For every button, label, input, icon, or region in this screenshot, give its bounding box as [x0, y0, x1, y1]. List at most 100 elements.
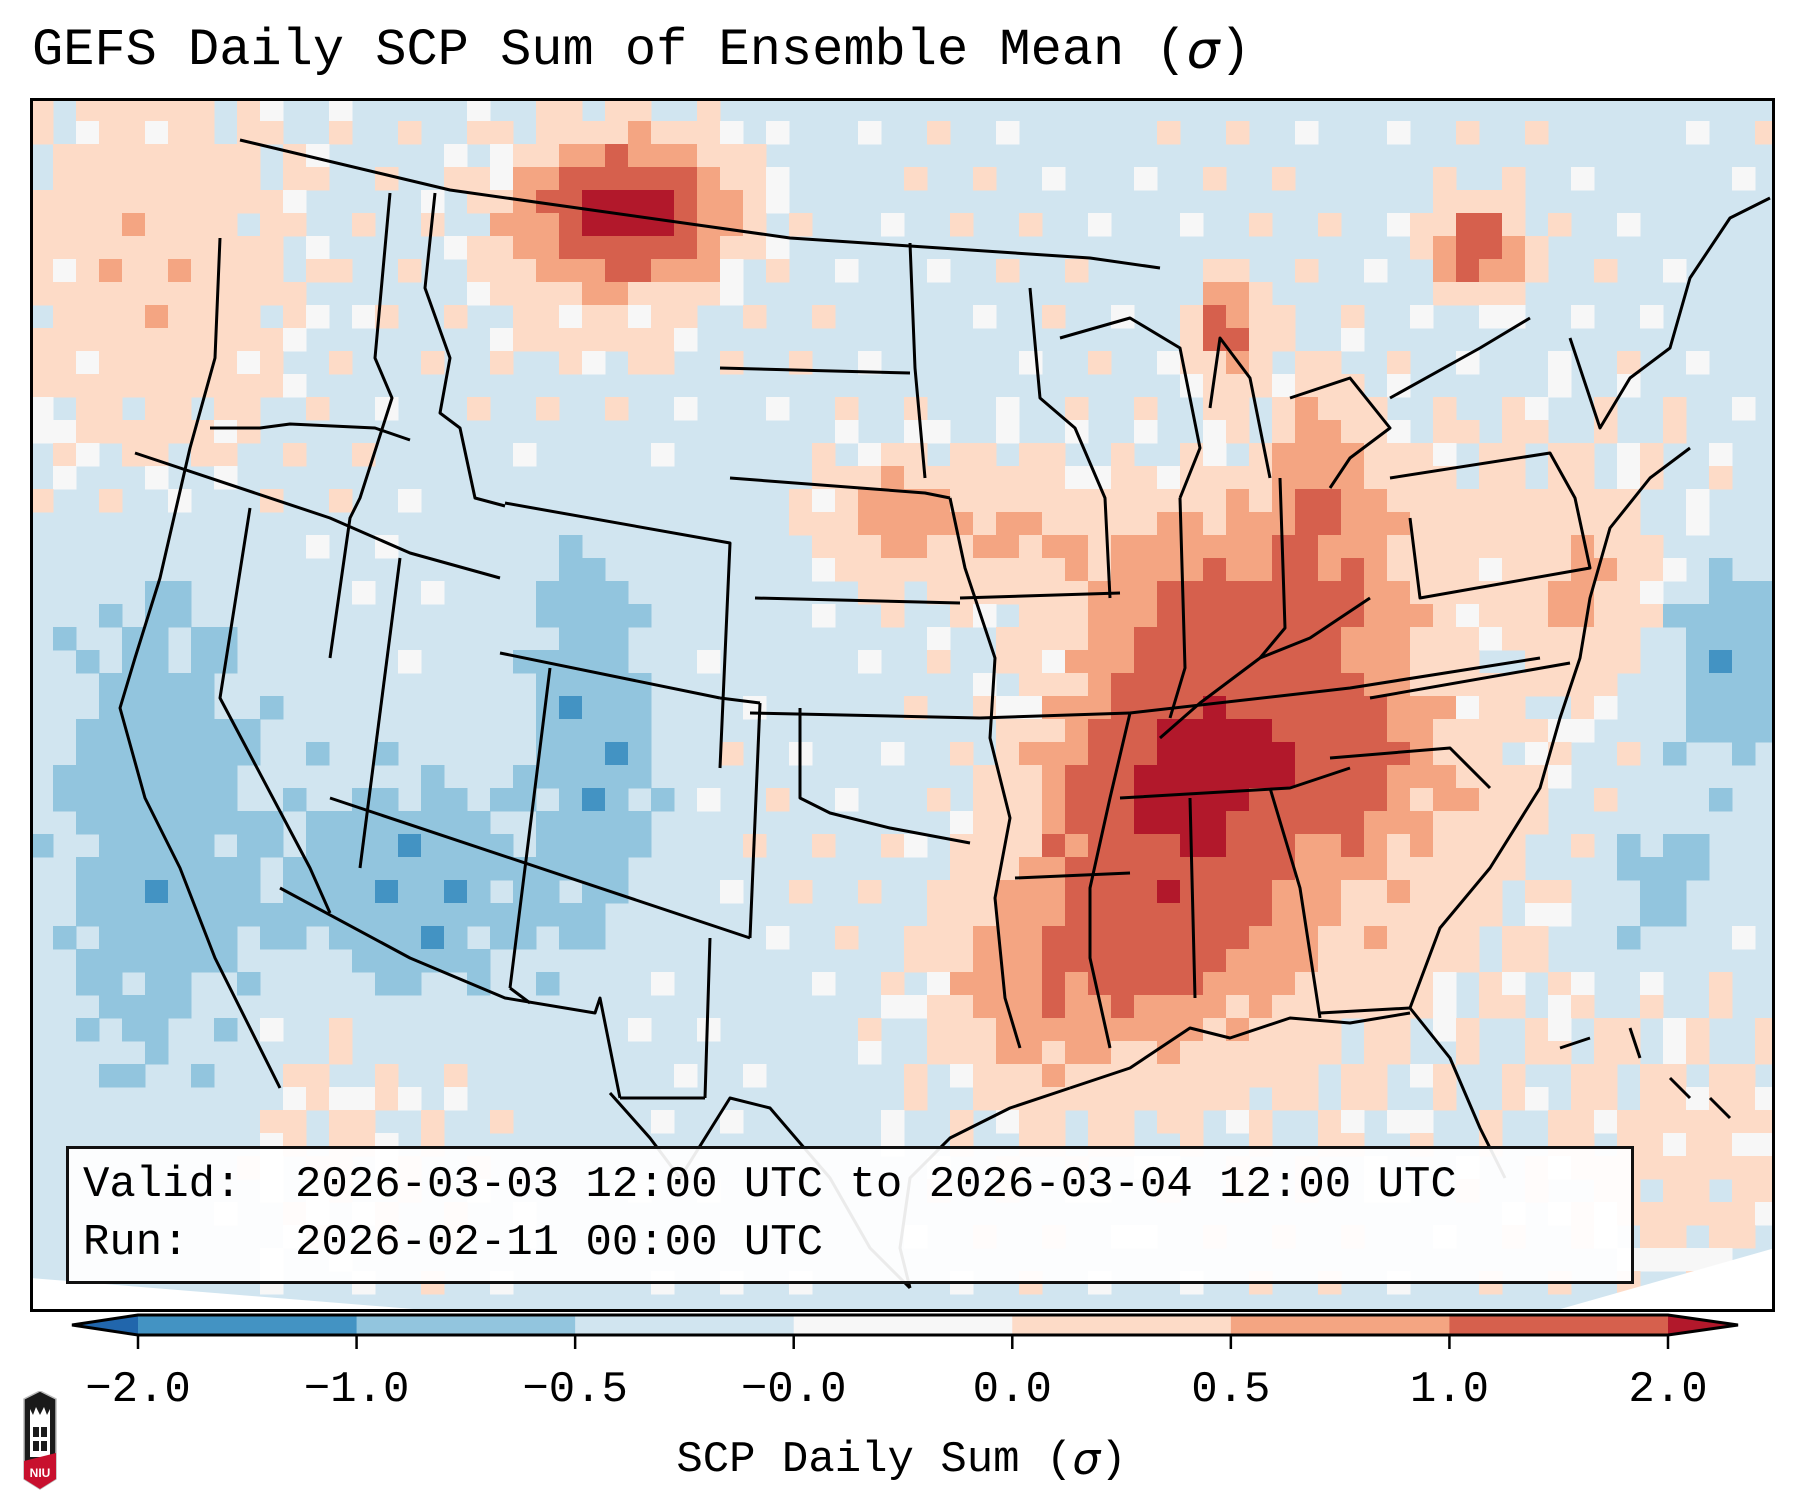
field-cell [1088, 351, 1112, 375]
field-cell [1157, 627, 1181, 651]
field-cell [1111, 880, 1135, 904]
field-cell [1272, 949, 1296, 973]
field-cell [1180, 443, 1204, 467]
field-cell [375, 305, 399, 329]
field-cell [1479, 558, 1503, 582]
field-cell [1249, 1018, 1273, 1042]
field-cell [1387, 696, 1411, 720]
field-cell [1088, 1110, 1112, 1134]
field-cell [1065, 949, 1089, 973]
field-cell [1617, 213, 1641, 237]
field-cell [1732, 1133, 1756, 1157]
field-cell [329, 926, 353, 950]
field-cell [1732, 673, 1756, 697]
colorbar-tick-label: 1.0 [1409, 1365, 1490, 1415]
field-cell [1364, 949, 1388, 973]
field-cell [1640, 581, 1664, 605]
field-cell [1019, 1110, 1043, 1134]
field-cell [1732, 1156, 1756, 1180]
field-cell [1502, 1064, 1526, 1088]
field-cell [1180, 213, 1204, 237]
field-cell [168, 489, 192, 513]
field-cell [904, 926, 928, 950]
field-cell [1157, 650, 1181, 674]
field-cell [1709, 627, 1733, 651]
field-cell [881, 466, 905, 490]
field-cell [1203, 719, 1227, 743]
field-cell [1410, 765, 1434, 789]
field-cell [53, 259, 77, 283]
field-cell [1755, 1179, 1775, 1203]
field-cell [1709, 581, 1733, 605]
field-cell [1111, 650, 1135, 674]
field-cell [76, 949, 100, 973]
field-cell [720, 144, 744, 168]
field-cell [99, 972, 123, 996]
field-cell [1709, 466, 1733, 490]
field-cell [789, 880, 813, 904]
field-cell [1065, 834, 1089, 858]
field-cell [812, 512, 836, 536]
field-cell [467, 834, 491, 858]
field-cell [237, 834, 261, 858]
title-text: GEFS Daily SCP Sum of Ensemble Mean ( [32, 21, 1187, 80]
field-cell [582, 903, 606, 927]
field-cell [168, 765, 192, 789]
field-cell [490, 190, 514, 214]
field-cell [1065, 627, 1089, 651]
field-cell [996, 926, 1020, 950]
field-cell [306, 811, 330, 835]
field-cell [1663, 558, 1687, 582]
field-cell [1065, 650, 1089, 674]
field-cell [1249, 604, 1273, 628]
field-cell [145, 213, 169, 237]
field-cell [881, 742, 905, 766]
field-cell [1111, 512, 1135, 536]
field-cell [214, 788, 238, 812]
field-cell [605, 397, 629, 421]
field-cell [1594, 1110, 1618, 1134]
east-coast [1408, 446, 1691, 1009]
field-cell [697, 144, 721, 168]
field-cell [1364, 903, 1388, 927]
field-cell [1341, 834, 1365, 858]
field-cell [766, 926, 790, 950]
field-cell [858, 1041, 882, 1065]
field-cell [1019, 926, 1043, 950]
colorbar-tick-label: 2.0 [1628, 1365, 1708, 1415]
field-cell [1709, 1133, 1733, 1157]
field-cell [122, 949, 146, 973]
field-cell [1341, 581, 1365, 605]
field-cell [674, 121, 698, 145]
field-cell [398, 834, 422, 858]
field-cell [1364, 1041, 1388, 1065]
field-cell [1755, 1156, 1775, 1180]
field-cell [191, 190, 215, 214]
field-cell [651, 144, 675, 168]
field-cell [1272, 926, 1296, 950]
field-cell [467, 811, 491, 835]
field-cell [145, 742, 169, 766]
field-cell [513, 305, 537, 329]
field-cell [1709, 1202, 1733, 1226]
field-cell [1272, 857, 1296, 881]
field-cell [1318, 351, 1342, 375]
field-cell [1663, 1179, 1687, 1203]
field-cell [1410, 305, 1434, 329]
field-cell [122, 305, 146, 329]
field-cell [1318, 1110, 1342, 1134]
field-cell [1111, 535, 1135, 559]
field-cell [766, 259, 790, 283]
field-cell [1019, 857, 1043, 881]
field-cell [1640, 535, 1664, 559]
field-cell [1203, 397, 1227, 421]
field-cell [1249, 1041, 1273, 1065]
field-cell [99, 282, 123, 306]
field-cell [1571, 443, 1595, 467]
field-cell [1479, 305, 1503, 329]
field-cell [467, 880, 491, 904]
field-cell [1134, 696, 1158, 720]
field-cell [1525, 535, 1549, 559]
field-cell [444, 811, 468, 835]
field-cell [605, 98, 629, 122]
